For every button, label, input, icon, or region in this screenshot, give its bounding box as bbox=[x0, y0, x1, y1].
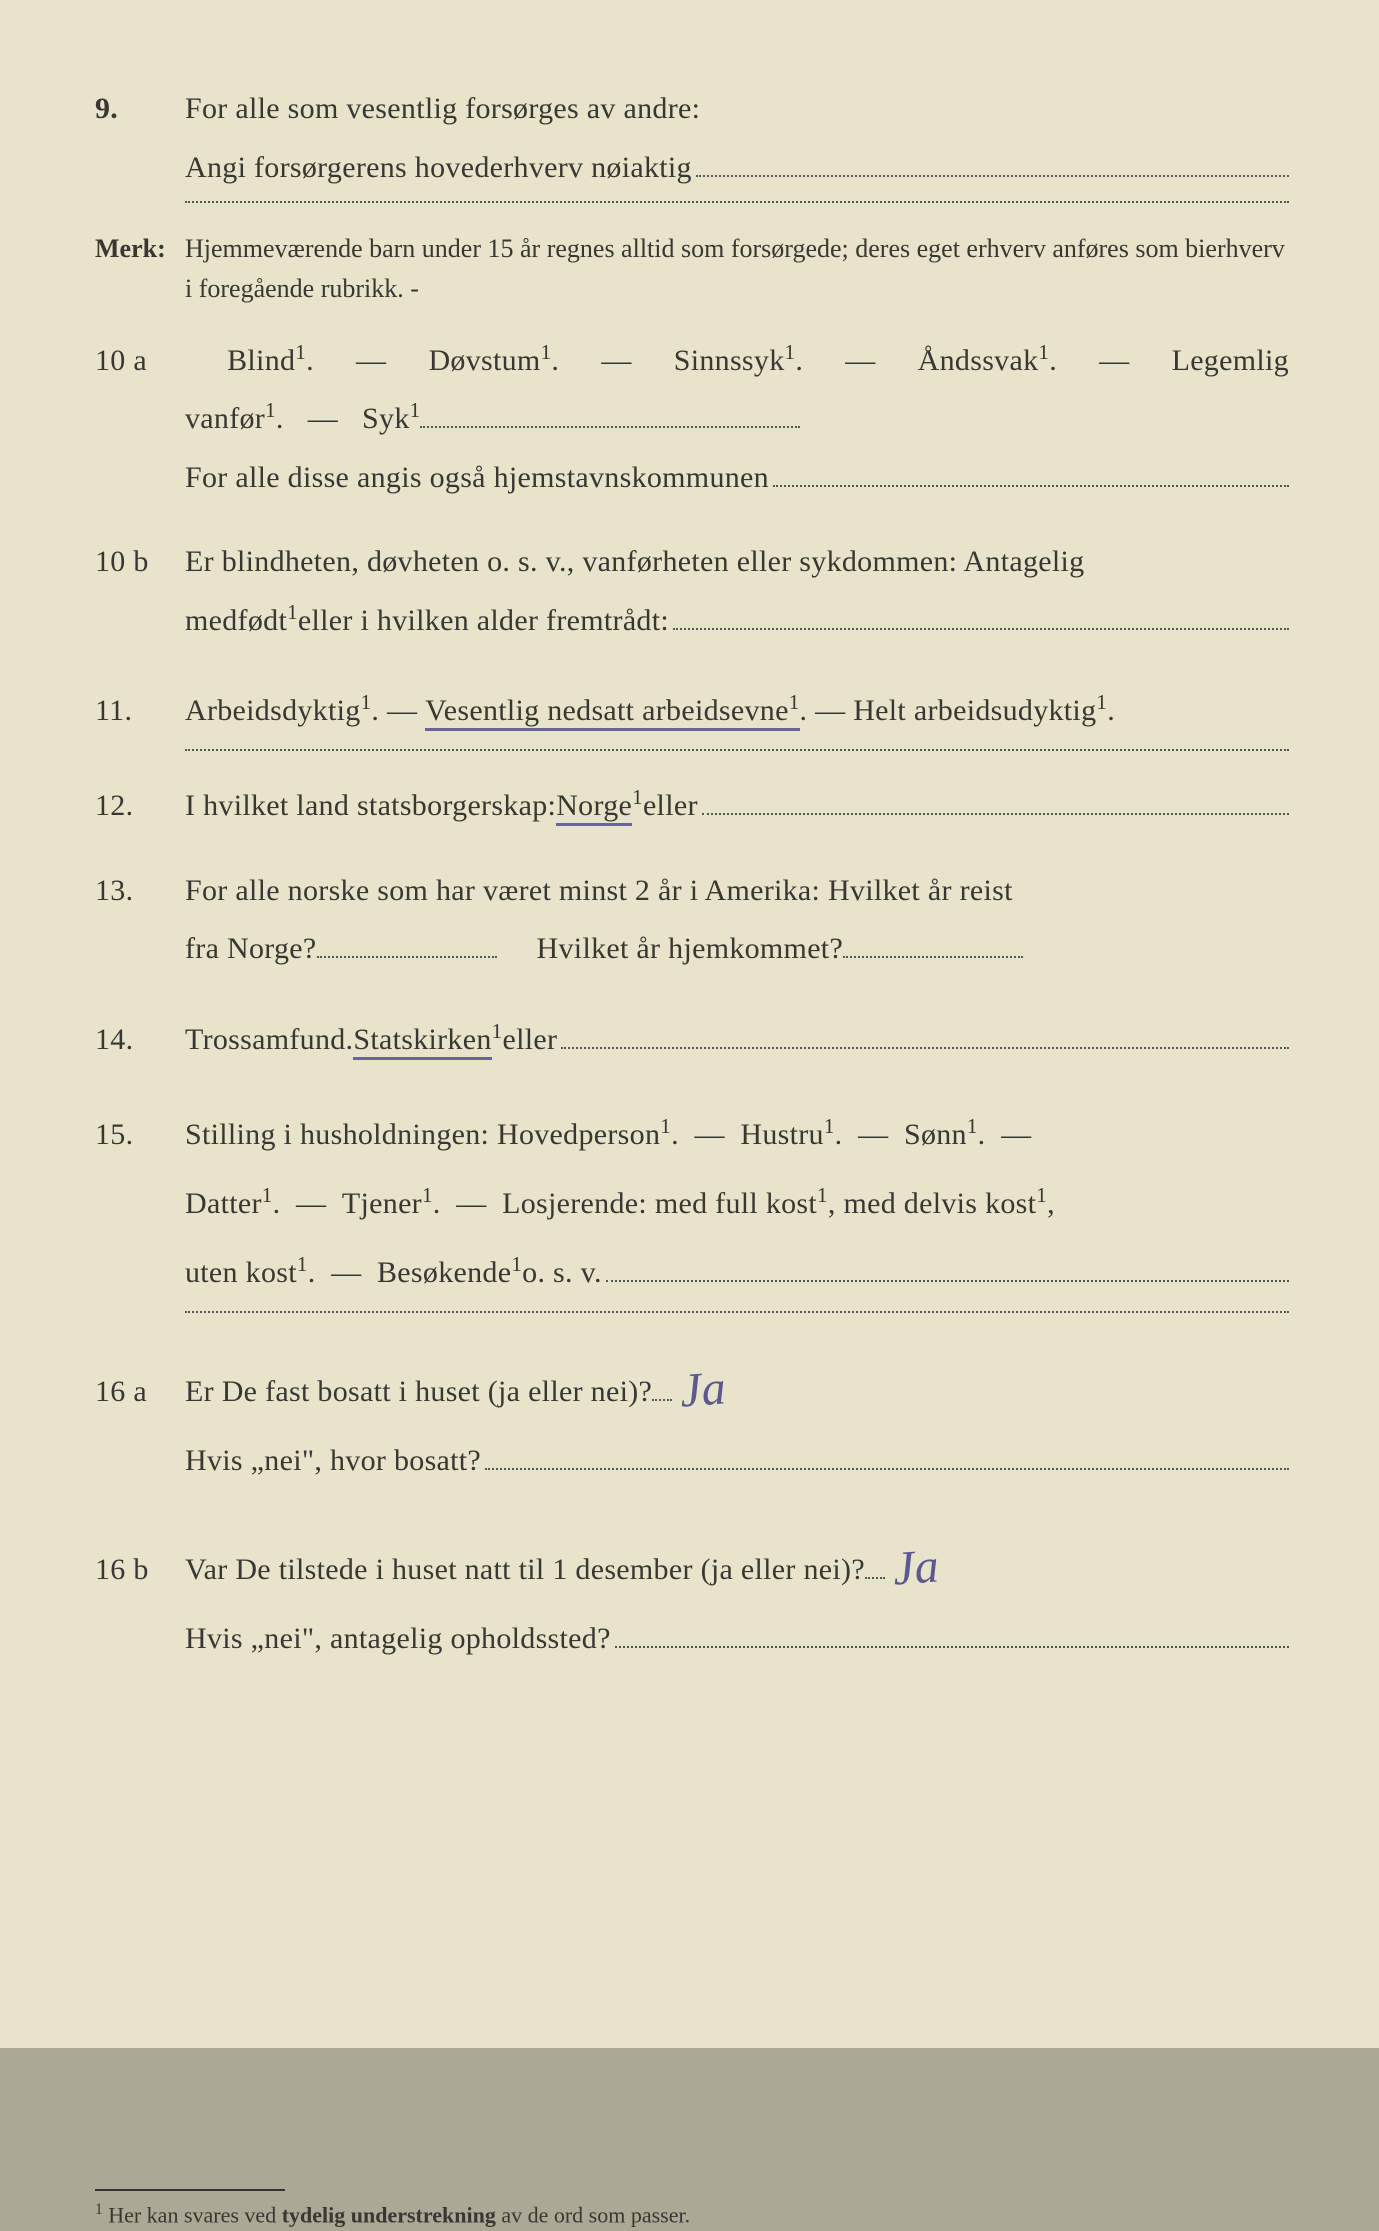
q11-opt3[interactable]: Helt arbeidsudyktig1. bbox=[853, 676, 1115, 745]
q14-fill[interactable] bbox=[561, 1020, 1289, 1049]
merk-note: Merk: Hjemmeværende barn under 15 år reg… bbox=[95, 229, 1289, 310]
q11-num: 11. bbox=[95, 676, 185, 745]
q15-fill[interactable] bbox=[606, 1253, 1289, 1282]
q10a-fill[interactable] bbox=[420, 399, 800, 428]
q9-num: 9. bbox=[95, 80, 185, 139]
q15-tjener[interactable]: Tjener1. bbox=[342, 1169, 441, 1238]
q14-num: 14. bbox=[95, 1005, 185, 1074]
q16b-answer: Ja bbox=[890, 1519, 942, 1616]
q10a-opt-dovstum[interactable]: Døvstum1. bbox=[428, 332, 559, 391]
q13-fra: fra Norge? bbox=[185, 920, 317, 979]
q12-fill[interactable] bbox=[702, 786, 1289, 815]
q10a-opt-sinnssyk[interactable]: Sinnssyk1. bbox=[674, 332, 803, 391]
q16b-q: Var De tilstede i huset natt til 1 desem… bbox=[185, 1541, 865, 1600]
q11-opt1[interactable]: Arbeidsdyktig1. bbox=[185, 676, 379, 745]
q15-sonn[interactable]: Sønn1. bbox=[904, 1100, 986, 1169]
q10a-opt-legemlig[interactable]: Legemlig bbox=[1172, 332, 1289, 391]
question-12: 12. I hvilket land statsborgerskap: Norg… bbox=[95, 777, 1289, 836]
q12-post: eller bbox=[643, 777, 698, 836]
q15-hovedperson[interactable]: Stilling i husholdningen: Hovedperson1. bbox=[185, 1100, 679, 1169]
q10b-alder: eller i hvilken alder fremtrådt: bbox=[298, 592, 669, 651]
footnote: 1 Her kan svares ved tydelig understrekn… bbox=[95, 2199, 1289, 2231]
footnote-rule bbox=[95, 2189, 285, 2191]
question-11: 11. Arbeidsdyktig1. — Vesentlig nedsatt … bbox=[95, 676, 1289, 751]
q9-extra-line bbox=[185, 201, 1289, 203]
q15-osv: o. s. v. bbox=[522, 1238, 602, 1307]
q15-hustru[interactable]: Hustru1. bbox=[740, 1100, 842, 1169]
q11-opt2-selected[interactable]: Vesentlig nedsatt arbeidsevne1. bbox=[425, 676, 807, 745]
question-9: 9. For alle som vesentlig forsørges av a… bbox=[95, 80, 1289, 203]
question-15: 15. Stilling i husholdningen: Hovedperso… bbox=[95, 1100, 1289, 1313]
q10a-syk[interactable]: Syk1 bbox=[362, 390, 420, 449]
q14-post: eller bbox=[502, 1005, 557, 1074]
q9-fill[interactable] bbox=[696, 148, 1289, 177]
question-16b: 16 b Var De tilstede i huset natt til 1 … bbox=[95, 1517, 1289, 1669]
q15-besokende[interactable]: Besøkende1 bbox=[377, 1238, 522, 1307]
q9-line1: For alle som vesentlig forsørges av andr… bbox=[185, 80, 700, 139]
q16b-l2: Hvis „nei", antagelig opholdssted? bbox=[185, 1610, 611, 1669]
q16a-q: Er De fast bosatt i huset (ja eller nei)… bbox=[185, 1363, 652, 1422]
q10b-line1: Er blindheten, døvheten o. s. v., vanfør… bbox=[185, 533, 1084, 592]
q10a-line3: For alle disse angis også hjemstavnskomm… bbox=[185, 449, 769, 508]
q10a-kommune-fill[interactable] bbox=[773, 458, 1289, 487]
q12-norge-selected[interactable]: Norge1 bbox=[556, 777, 643, 836]
q16a-l2: Hvis „nei", hvor bosatt? bbox=[185, 1432, 481, 1491]
q16b-fill[interactable] bbox=[615, 1619, 1289, 1648]
census-form-page: 9. For alle som vesentlig forsørges av a… bbox=[0, 0, 1379, 2048]
q15-datter[interactable]: Datter1. bbox=[185, 1169, 280, 1238]
q15-losjerende[interactable]: Losjerende: med full kost1 bbox=[502, 1169, 828, 1238]
q14-pre: Trossamfund. bbox=[185, 1005, 353, 1074]
q15-delvis[interactable]: , med delvis kost1, bbox=[828, 1169, 1055, 1238]
q10a-vanfor[interactable]: vanfør1. bbox=[185, 390, 284, 449]
q9-line2: Angi forsørgerens hovederhverv nøiaktig bbox=[185, 139, 692, 198]
q13-hjem-fill[interactable] bbox=[843, 929, 1023, 958]
q12-num: 12. bbox=[95, 777, 185, 836]
q13-fra-fill[interactable] bbox=[317, 929, 497, 958]
q16b-num: 16 b bbox=[95, 1541, 185, 1600]
q16a-fill[interactable] bbox=[485, 1441, 1289, 1470]
question-10a: 10 a Blind1. — Døvstum1. — Sinnssyk1. — … bbox=[95, 332, 1289, 508]
q16a-num: 16 a bbox=[95, 1363, 185, 1422]
merk-text: Hjemmeværende barn under 15 år regnes al… bbox=[185, 229, 1289, 310]
q13-num: 13. bbox=[95, 862, 185, 921]
q13-hjem: Hvilket år hjemkommet? bbox=[537, 920, 844, 979]
q12-pre: I hvilket land statsborgerskap: bbox=[185, 777, 556, 836]
q10a-opt-blind[interactable]: Blind1. bbox=[227, 332, 314, 391]
question-14: 14. Trossamfund. Statskirken1 eller bbox=[95, 1005, 1289, 1074]
q15-uten[interactable]: uten kost1. bbox=[185, 1238, 316, 1307]
q16a-answer: Ja bbox=[677, 1341, 729, 1438]
q10b-medfodt[interactable]: medfødt1 bbox=[185, 592, 298, 651]
q10a-opt-andssvak[interactable]: Åndssvak1. bbox=[918, 332, 1057, 391]
q14-statskirken-selected[interactable]: Statskirken1 bbox=[353, 1005, 502, 1074]
merk-label: Merk: bbox=[95, 229, 185, 310]
question-10b: 10 b Er blindheten, døvheten o. s. v., v… bbox=[95, 533, 1289, 650]
question-13: 13. For alle norske som har været minst … bbox=[95, 862, 1289, 979]
q13-line1: For alle norske som har været minst 2 år… bbox=[185, 862, 1013, 921]
q10a-num: 10 a bbox=[95, 332, 185, 391]
q10b-num: 10 b bbox=[95, 533, 185, 592]
q11-extra-line bbox=[185, 749, 1289, 751]
q10b-fill[interactable] bbox=[673, 601, 1289, 630]
q15-extra-line bbox=[185, 1311, 1289, 1313]
q15-num: 15. bbox=[95, 1100, 185, 1169]
question-16a: 16 a Er De fast bosatt i huset (ja eller… bbox=[95, 1339, 1289, 1491]
